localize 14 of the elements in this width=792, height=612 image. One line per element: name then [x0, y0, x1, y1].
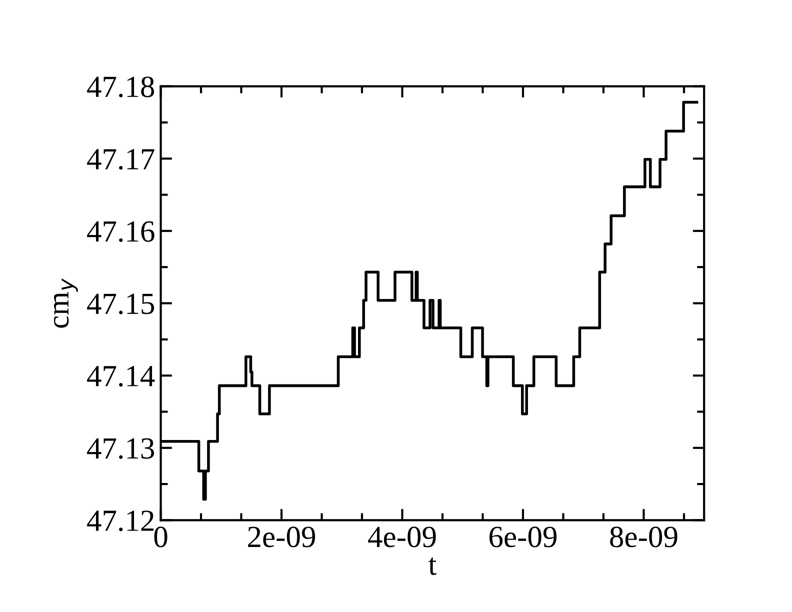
y-tick-label: 47.17 [87, 149, 154, 170]
y-tick-label: 47.12 [87, 510, 154, 532]
x-tick-label: 8e-09 [610, 526, 678, 548]
x-tick-label: 4e-09 [368, 526, 436, 548]
y-tick-label: 47.18 [87, 76, 154, 98]
y-tick-label: 47.15 [87, 294, 154, 314]
x-tick-label: 0 [154, 526, 168, 548]
y-tick-label: 47.16 [87, 221, 154, 242]
y-axis-title: cm$_{y}$ [54, 278, 78, 328]
y-tick-label: 47.13 [87, 438, 154, 459]
x-tick-label: 6e-09 [490, 526, 557, 548]
x-axis-title: t [428, 557, 436, 575]
y-tick-label: 47.14 [87, 366, 155, 387]
x-tick-label: 2e-09 [248, 526, 316, 548]
